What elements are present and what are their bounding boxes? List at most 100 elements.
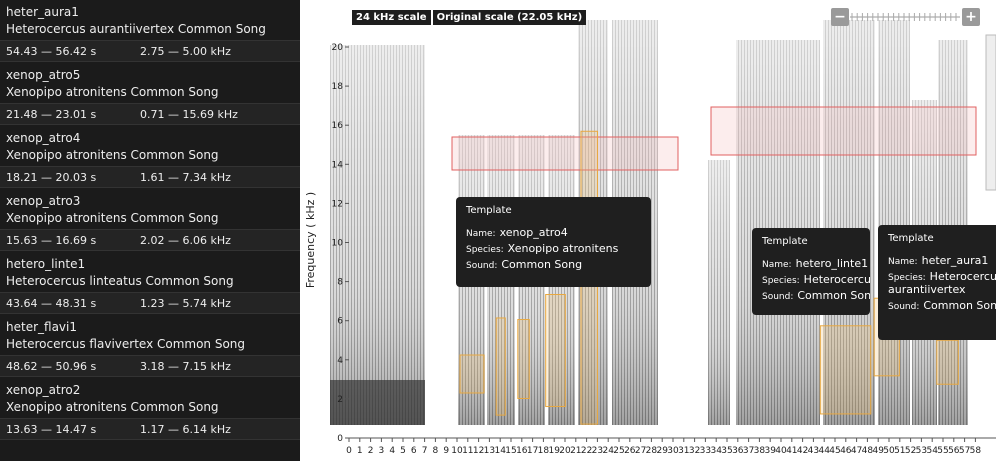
time-range: 54.43 — 56.42 s (6, 44, 97, 58)
entry-id: heter_flavi1 (6, 320, 77, 334)
zoom-in[interactable]: + (962, 8, 980, 26)
x-tick-label: 23 (592, 446, 603, 456)
tab[interactable]: 24 kHz scale (352, 10, 431, 25)
tooltip-field: Sound:Common Song (466, 258, 641, 271)
entry-range: 43.64 — 48.31 s 1.23 — 5.74 kHz (0, 292, 300, 314)
x-tick-label: 55 (937, 446, 948, 456)
tooltip-field: Species: Heterocercus aurantiivertex (888, 270, 996, 296)
annotation-entry[interactable]: heter_flavi1 Heterocercus flavivertex Com… (0, 315, 300, 378)
x-tick-label: 54 (926, 446, 938, 456)
x-tick-label: 43 (808, 446, 819, 456)
annotation-list: heter_aura1 Heterocercus aurantiivertex C… (0, 0, 300, 461)
y-tick-label: 4 (337, 356, 343, 366)
annotation-entry[interactable]: heter_aura1 Heterocercus aurantiivertex C… (0, 0, 300, 63)
y-tick-label: 0 (337, 434, 343, 444)
x-tick-label: 9 (443, 446, 449, 456)
tooltip-field: Name: heter_aura1 (888, 254, 996, 267)
time-range: 43.64 — 48.31 s (6, 296, 97, 310)
region-box (451, 136, 679, 171)
y-tick-label: 20 (332, 43, 344, 53)
annotation-box (936, 339, 959, 385)
field-value: Common Song (923, 299, 996, 312)
y-tick-label: 10 (332, 239, 344, 249)
y-tick-label: 2 (337, 395, 343, 405)
tooltip-field: Sound:Common Song (762, 289, 870, 302)
vertical-zoom[interactable] (985, 34, 996, 191)
annotation-entry[interactable]: xenop_atro3 Xenopipo atronitens Common So… (0, 189, 300, 252)
y-tick-label: 6 (337, 317, 343, 327)
region-box (710, 106, 977, 156)
x-tick-label: 4 (389, 446, 395, 456)
annotation-entry[interactable]: xenop_atro4 Xenopipo atronitens Common So… (0, 126, 300, 189)
field-value: Common Song (501, 258, 583, 271)
x-tick-label: 40 (775, 446, 787, 456)
field-key: Name: (762, 260, 792, 270)
x-tick-label: 57 (959, 446, 970, 456)
x-tick-label: 29 (656, 446, 668, 456)
x-tick-label: 51 (894, 446, 905, 456)
x-tick-label: 52 (905, 446, 916, 456)
tooltip-field: Name: hetero_linte1 (762, 257, 868, 270)
x-tick-label: 27 (635, 446, 646, 456)
field-value: Xenopipo atronitens (507, 242, 619, 255)
field-key: Sound: (888, 302, 920, 312)
spectrogram-shade (708, 160, 730, 425)
x-tick-label: 28 (646, 446, 658, 456)
field-key: Species: (888, 273, 926, 283)
annotation-entry[interactable]: hetero_linte1 Heterocercus linteatus Comm… (0, 252, 300, 315)
entry-label: Xenopipo atronitens Common Song (6, 85, 219, 99)
time-range: 15.63 — 16.69 s (6, 233, 97, 247)
entry-range: 15.63 — 16.69 s 2.02 — 6.06 kHz (0, 229, 300, 251)
y-tick-label: 8 (337, 278, 343, 288)
x-tick-label: 25 (613, 446, 624, 456)
entry-range: 48.62 — 50.96 s 3.18 — 7.15 kHz (0, 355, 300, 377)
field-key: Name: (466, 229, 496, 239)
tab[interactable]: Original scale (22.05 kHz) (432, 10, 587, 25)
x-tick-label: 50 (883, 446, 895, 456)
field-value: Heterocercus linteatus (803, 273, 870, 286)
x-tick-label: 37 (743, 446, 754, 456)
x-tick-label: 56 (948, 446, 960, 456)
tooltip-field: Sound:Common Song (888, 299, 996, 312)
x-tick-label: 39 (764, 446, 776, 456)
x-tick-label: 42 (797, 446, 808, 456)
freq-range: 2.02 — 6.06 kHz (140, 233, 231, 247)
x-tick-label: 26 (624, 446, 636, 456)
spectrogram-low-band (330, 380, 425, 425)
time-range: 18.21 — 20.03 s (6, 170, 97, 184)
annotation-entry[interactable]: xenop_atro2 Xenopipo atronitens Common So… (0, 378, 300, 441)
entry-range: 21.48 — 23.01 s 0.71 — 15.69 kHz (0, 103, 300, 125)
x-tick-label: 24 (602, 446, 614, 456)
zoom-out[interactable]: − (831, 8, 849, 26)
entry-id: heter_aura1 (6, 5, 79, 19)
tooltip: Template Name: heter_aura1 Species: Heteroce… (878, 225, 996, 340)
x-tick-label: 8 (433, 446, 439, 456)
annotation-entry[interactable]: xenop_atro5 Xenopipo atronitens Common So… (0, 63, 300, 126)
entry-id: xenop_atro2 (6, 383, 81, 397)
freq-range: 3.18 — 7.15 kHz (140, 359, 231, 373)
field-key: Name: (888, 257, 918, 267)
x-tick-label: 20 (559, 446, 571, 456)
time-range: 21.48 — 23.01 s (6, 107, 97, 121)
tooltip-title: Template (466, 205, 512, 216)
entry-label: Heterocercus flavivertex Common Song (6, 337, 246, 351)
freq-range: 0.71 — 15.69 kHz (140, 107, 238, 121)
freq-range: 1.17 — 6.14 kHz (140, 422, 231, 436)
x-tick-label: 22 (581, 446, 592, 456)
entry-range: 13.63 — 14.47 s 1.17 — 6.14 kHz (0, 418, 300, 440)
x-tick-label: 32 (689, 446, 700, 456)
freq-range: 1.23 — 5.74 kHz (140, 296, 231, 310)
x-tick-label: 58 (970, 446, 982, 456)
tooltip-field: Species: Xenopipo atronitens (466, 242, 641, 255)
entry-id: xenop_atro3 (6, 194, 81, 208)
field-key: Species: (762, 276, 800, 286)
tooltip-title: Template (762, 236, 808, 247)
entry-label: Heterocercus linteatus Common Song (6, 274, 234, 288)
x-tick-label: 14 (494, 446, 506, 456)
y-axis-label: Frequency ( kHz ) (304, 192, 317, 288)
field-value: Heterocercus aurantiivertex (888, 270, 996, 296)
x-tick-label: 47 (851, 446, 862, 456)
x-tick-label: 33 (700, 446, 711, 456)
x-tick-label: 36 (732, 446, 744, 456)
